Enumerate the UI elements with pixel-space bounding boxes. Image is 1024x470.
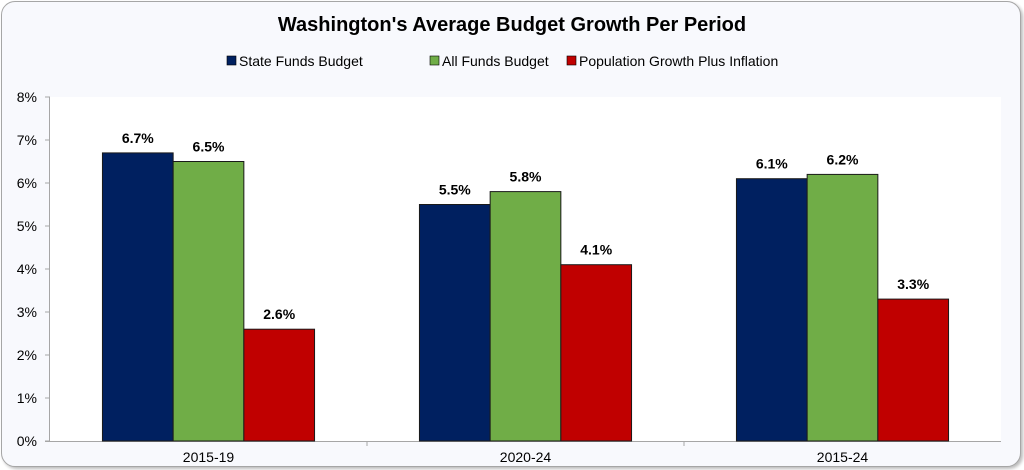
bar — [418, 204, 491, 442]
bar — [101, 152, 174, 442]
data-label: 6.5% — [193, 139, 225, 155]
y-tick-label: 5% — [17, 218, 37, 234]
bar — [243, 328, 316, 442]
legend: State Funds Budget All Funds Budget Popula… — [226, 53, 778, 69]
bar — [489, 191, 562, 442]
legend-label: State Funds Budget — [239, 53, 363, 69]
y-tick-label: 7% — [17, 132, 37, 148]
y-tick-label: 3% — [17, 304, 37, 320]
bar — [877, 298, 950, 442]
data-label: 6.7% — [122, 130, 154, 146]
y-tick-label: 0% — [17, 433, 37, 449]
bar — [560, 264, 633, 442]
data-label: 4.1% — [580, 242, 612, 258]
bar — [735, 178, 808, 442]
x-tick-label: 2015-24 — [817, 449, 869, 465]
bar — [806, 173, 879, 442]
data-label: 2.6% — [263, 306, 295, 322]
data-label: 6.1% — [756, 156, 788, 172]
y-tick-label: 4% — [17, 261, 37, 277]
y-tick-label: 2% — [17, 347, 37, 363]
chart-title: Washington's Average Budget Growth Per P… — [278, 14, 746, 36]
y-tick-label: 8% — [17, 89, 37, 105]
data-label: 3.3% — [897, 276, 929, 292]
legend-label: All Funds Budget — [442, 53, 549, 69]
legend-label: Population Growth Plus Inflation — [579, 53, 778, 69]
data-label: 5.5% — [439, 182, 471, 198]
legend-swatch — [226, 55, 237, 66]
x-tick-label: 2020-24 — [500, 449, 552, 465]
y-tick-label: 1% — [17, 390, 37, 406]
legend-swatch — [566, 55, 577, 66]
legend-swatch — [429, 55, 440, 66]
bar — [172, 161, 245, 442]
data-label: 5.8% — [510, 169, 542, 185]
data-label: 6.2% — [827, 151, 859, 167]
x-tick-label: 2015-19 — [183, 449, 235, 465]
y-tick-label: 6% — [17, 175, 37, 191]
